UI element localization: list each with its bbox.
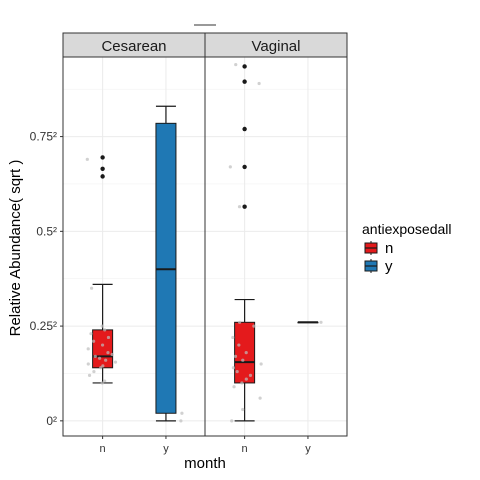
jitter-point: [232, 385, 236, 389]
box-cesarean-n: [85, 155, 118, 385]
jitter-point: [319, 320, 323, 324]
jitter-point: [237, 320, 242, 324]
jitter-point: [100, 324, 104, 328]
panel-cesarean: Cesarean: [62, 32, 206, 437]
jitter-point: [92, 339, 96, 343]
panel-vaginal: Vaginal: [204, 32, 348, 437]
panel-background: [205, 57, 347, 436]
box-vaginal-n: [228, 62, 263, 423]
jitter-point: [93, 354, 97, 359]
jitter-point: [231, 335, 235, 340]
jitter-point: [228, 165, 232, 169]
jitter-point: [89, 332, 93, 336]
x-axis-title: month: [184, 455, 226, 472]
jitter-point: [240, 381, 244, 385]
outlier-point: [100, 166, 105, 172]
outlier-point: [242, 79, 247, 84]
outlier-point: [100, 155, 105, 160]
jitter-point: [97, 356, 102, 360]
outlier-point: [242, 64, 247, 69]
jitter-point: [90, 286, 94, 290]
outlier-point: [100, 174, 105, 179]
jitter-point: [106, 335, 111, 340]
jitter-point: [248, 373, 253, 377]
jitter-point: [244, 351, 248, 355]
jitter-point: [104, 358, 108, 362]
jitter-point: [237, 205, 242, 209]
jitter-point: [258, 396, 262, 400]
jitter-point: [234, 62, 238, 67]
x-tick-label: y: [163, 443, 169, 455]
facet-strip-label: Cesarean: [101, 38, 166, 55]
jitter-point: [103, 328, 107, 332]
panel-background: [63, 57, 205, 436]
jitter-point: [252, 324, 256, 328]
jitter-point: [103, 379, 107, 383]
x-tick-label: y: [305, 443, 311, 455]
outlier-point: [242, 204, 247, 209]
jitter-point: [110, 352, 114, 357]
facet-strip-label: Vaginal: [252, 38, 301, 55]
panel-border: [204, 56, 348, 437]
jitter-point: [259, 362, 263, 366]
y-tick-label: 0.75²: [30, 130, 57, 144]
y-tick-label: 0.25²: [30, 319, 57, 333]
jitter-point: [235, 369, 239, 374]
jitter-point: [230, 419, 234, 423]
jitter-point: [106, 351, 110, 355]
jitter-point: [233, 354, 238, 359]
facet-strip: [204, 32, 348, 58]
y-axis-title: Relative Abundance( sqrt ): [7, 160, 24, 337]
legend-title: antiexposedall: [362, 221, 452, 237]
jitter-point: [257, 81, 261, 86]
jitter-point: [86, 347, 90, 351]
y-tick-label: 0²: [46, 414, 57, 428]
jitter-point: [231, 366, 236, 370]
jitter-point: [237, 343, 241, 347]
jitter-point: [241, 358, 245, 362]
x-tick-label: n: [242, 443, 248, 455]
jitter-point: [92, 369, 96, 374]
jitter-point: [113, 360, 118, 364]
jitter-point: [85, 157, 89, 161]
jitter-point: [180, 411, 184, 415]
jitter-point: [100, 343, 105, 347]
legend-label-n: n: [385, 240, 393, 257]
jitter-point: [179, 419, 183, 423]
jitter-point: [87, 373, 92, 377]
box-body: [92, 329, 114, 369]
jitter-point: [99, 366, 103, 370]
x-tick-label: n: [100, 443, 106, 455]
y-tick-label: 0.5²: [36, 224, 57, 238]
outlier-point: [242, 164, 247, 170]
box-vaginal-y: [297, 320, 323, 324]
box-cesarean-y: [155, 105, 184, 423]
jitter-point: [86, 362, 90, 366]
legend-label-y: y: [385, 258, 393, 275]
legend: antiexposedall ny: [362, 221, 452, 275]
jitter-point: [101, 364, 105, 368]
outlier-point: [242, 126, 247, 132]
jitter-point: [244, 377, 248, 381]
jitter-point: [100, 381, 104, 385]
jitter-point: [241, 407, 245, 412]
